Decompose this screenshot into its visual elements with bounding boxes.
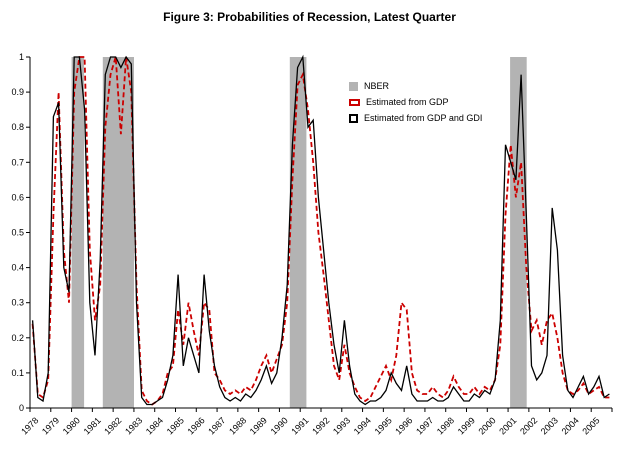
nber-swatch-icon — [349, 81, 358, 91]
x-tick-label: 1989 — [248, 415, 269, 436]
y-tick-label: 1 — [19, 52, 24, 62]
x-tick-label: 1992 — [310, 415, 331, 436]
x-tick-label: 1981 — [82, 415, 103, 436]
nber-recession-band — [510, 57, 527, 408]
legend-item-nber: NBER — [349, 78, 482, 94]
x-tick-label: 1987 — [206, 415, 227, 436]
x-tick-label: 1984 — [144, 415, 165, 436]
x-tick-label: 2000 — [476, 415, 497, 436]
legend-label-nber: NBER — [364, 81, 390, 91]
x-tick-label: 1993 — [331, 415, 352, 436]
x-tick-label: 1999 — [456, 415, 477, 436]
nber-recession-band — [102, 57, 134, 408]
y-tick-label: 0.9 — [11, 87, 24, 97]
legend-item-gdp: Estimated from GDP — [349, 94, 482, 110]
y-tick-label: 0.4 — [11, 263, 24, 273]
legend-label-gdp-gdi: Estimated from GDP and GDI — [364, 113, 483, 123]
y-tick-label: 0.3 — [11, 298, 24, 308]
y-tick-label: 0.5 — [11, 228, 24, 238]
nber-recession-band — [71, 57, 85, 408]
x-tick-label: 1986 — [185, 415, 206, 436]
x-tick-label: 1983 — [123, 415, 144, 436]
y-tick-label: 0.6 — [11, 192, 24, 202]
chart-legend: NBER Estimated from GDP Estimated from G… — [345, 76, 487, 128]
x-tick-label: 1994 — [352, 415, 373, 436]
x-tick-label: 1995 — [373, 415, 394, 436]
chart-title: Figure 3: Probabilities of Recession, La… — [163, 10, 456, 24]
y-tick-label: 0 — [19, 403, 24, 413]
x-tick-label: 1998 — [435, 415, 456, 436]
x-tick-label: 1996 — [393, 415, 414, 436]
x-tick-label: 2004 — [560, 415, 581, 436]
x-tick-label: 2002 — [518, 415, 539, 436]
x-tick-label: 2005 — [580, 415, 601, 436]
y-tick-label: 0.7 — [11, 157, 24, 167]
series-line-gdp-gdi — [31, 54, 610, 406]
y-tick-label: 0.8 — [11, 122, 24, 132]
x-tick-label: 2003 — [539, 415, 560, 436]
nber-recession-band — [289, 57, 307, 408]
gdp-dashed-line-swatch-icon — [349, 98, 360, 106]
y-tick-label: 0.2 — [11, 333, 24, 343]
x-tick-label: 1988 — [227, 415, 248, 436]
legend-item-gdp-gdi: Estimated from GDP and GDI — [349, 110, 482, 126]
x-tick-label: 1980 — [61, 415, 82, 436]
x-tick-label: 1978 — [19, 415, 40, 436]
x-tick-label: 1997 — [414, 415, 435, 436]
x-tick-label: 1991 — [289, 415, 310, 436]
x-tick-label: 1985 — [165, 415, 186, 436]
x-tick-label: 2001 — [497, 415, 518, 436]
legend-label-gdp: Estimated from GDP — [366, 97, 449, 107]
gdp-gdi-line-swatch-icon — [349, 113, 358, 123]
x-tick-label: 1979 — [40, 415, 61, 436]
x-tick-label: 1990 — [269, 415, 290, 436]
y-tick-label: 0.1 — [11, 368, 24, 378]
x-tick-label: 1982 — [102, 415, 123, 436]
